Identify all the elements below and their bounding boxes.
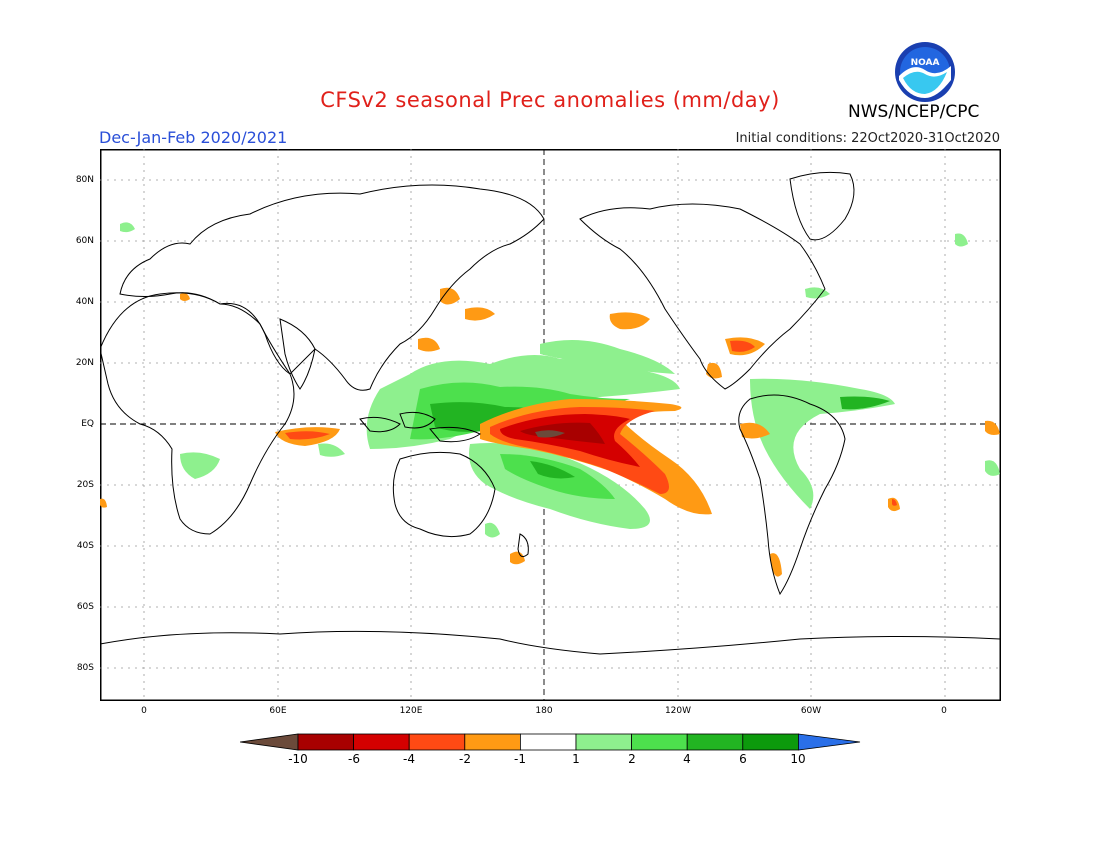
coastlines [100,171,1001,655]
lat-label: 60S [76,602,94,612]
colorbar [240,733,861,751]
lon-label: 120E [399,706,423,716]
season-label: Dec-Jan-Feb 2020/2021 [99,128,288,147]
lon-label: 120W [664,706,692,716]
colorbar-segment [631,733,688,751]
noaa-logo-icon: NOAA [895,42,955,102]
lat-label: 20S [76,480,94,490]
colorbar-label: 6 [739,752,747,766]
dry-anomalies [100,287,1000,577]
colorbar-label: -6 [348,752,360,766]
precip-anomaly-map [100,149,1001,701]
lat-label: EQ [81,419,94,429]
colorbar-label: 4 [683,752,691,766]
lon-label: 0 [141,706,147,716]
colorbar-label: -1 [514,752,526,766]
colorbar-segment [408,733,466,751]
colorbar-segment [686,733,744,751]
colorbar-segment [575,733,632,751]
lon-label: 60W [800,706,822,716]
lon-label: 0 [941,706,947,716]
agency-label: NWS/NCEP/CPC [848,102,980,122]
lat-label: 20N [75,358,94,368]
colorbar-label: 1 [572,752,580,766]
colorbar-segment [240,733,299,751]
colorbar-segment [798,733,861,751]
initial-conditions-label: Initial conditions: 22Oct2020-31Oct2020 [735,131,1000,146]
colorbar-label: -4 [403,752,415,766]
lat-label: 40N [75,297,94,307]
colorbar-segment [353,733,410,751]
lat-label: 40S [76,541,94,551]
lon-label: 60E [269,706,287,716]
lat-label: 60N [75,236,94,246]
colorbar-label: 10 [790,752,806,766]
colorbar-label: 2 [628,752,636,766]
chart-title: CFSv2 seasonal Prec anomalies (mm/day) [320,88,780,112]
colorbar-label: -10 [288,752,308,766]
lat-label: 80S [76,663,94,673]
colorbar-segment [742,733,799,751]
colorbar-segment [297,733,354,751]
colorbar-label: -2 [459,752,471,766]
colorbar-segment [519,733,577,751]
logo-text: NOAA [911,58,940,68]
colorbar-segment [464,733,521,751]
lat-label: 80N [75,175,94,185]
lon-label: 180 [535,706,553,716]
